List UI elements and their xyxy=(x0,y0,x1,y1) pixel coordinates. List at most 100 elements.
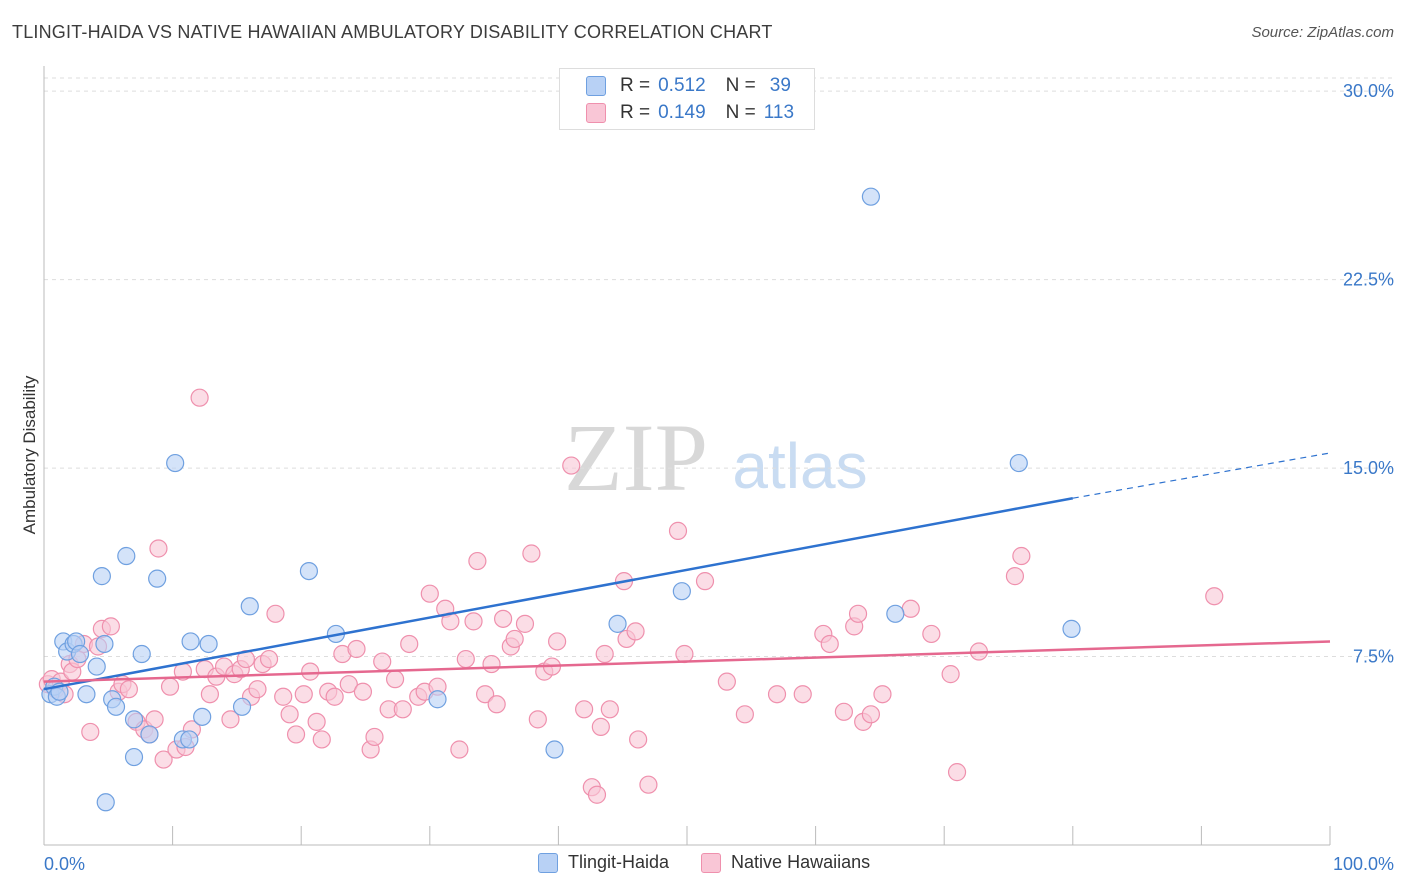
tlingit-haida-point xyxy=(1062,619,1081,638)
legend-item-native-hawaiians: Native Hawaiians xyxy=(701,852,870,873)
tlingit-haida-point xyxy=(132,644,151,664)
native-hawaiian-point xyxy=(639,775,658,794)
native-hawaiian-point xyxy=(81,722,100,742)
native-hawaiian-point xyxy=(629,730,648,749)
native-hawaiian-point xyxy=(154,750,173,769)
native-hawaiian-point xyxy=(274,687,293,706)
native-hawaiian-point xyxy=(861,705,880,724)
watermark-zip: ZIP xyxy=(564,404,708,511)
tlingit-haida-point xyxy=(96,793,115,812)
source-label: Source: ZipAtlas.com xyxy=(1251,24,1394,41)
native-hawaiian-point xyxy=(901,599,920,618)
series-tlingit-haida-points xyxy=(41,187,1081,812)
native-hawaiian-point xyxy=(101,617,120,636)
native-hawaiian-point xyxy=(600,700,619,719)
native-hawaiian-point xyxy=(767,685,787,704)
legend-swatch-blue xyxy=(586,76,606,96)
native-hawaiian-point xyxy=(587,785,607,804)
tlingit-haida-point xyxy=(608,614,627,633)
tlingit-haida-point xyxy=(124,710,144,729)
native-hawaiian-point xyxy=(468,551,487,571)
tlingit-haida-point xyxy=(299,561,319,581)
native-hawaiian-point xyxy=(312,730,331,749)
native-hawaiian-point xyxy=(675,644,694,664)
native-hawaiian-point xyxy=(464,612,483,631)
gridlines xyxy=(44,77,1392,658)
y-tick-label: 30.0% xyxy=(1343,81,1394,101)
native-hawaiian-point xyxy=(160,677,180,696)
native-hawaiian-point xyxy=(494,609,513,628)
tlingit-haida-point xyxy=(140,725,159,744)
legend-r-label: R = xyxy=(620,102,651,123)
tlingit-haida-point xyxy=(199,634,218,654)
tlingit-haida-point xyxy=(181,632,200,651)
native-hawaiian-point xyxy=(695,572,715,591)
legend-label-tlingit-haida: Tlingit-Haida xyxy=(568,852,670,872)
native-hawaiian-point xyxy=(873,685,892,704)
native-hawaiian-point xyxy=(400,634,419,654)
native-hawaiian-point xyxy=(450,740,469,759)
legend-row-native-hawaiians: R = 0.149 N = 113 xyxy=(586,102,794,124)
tlingit-haida-point xyxy=(232,697,252,716)
tlingit-haida-point xyxy=(545,740,564,759)
native-hawaiian-point xyxy=(562,456,581,475)
tlingit-haida-point xyxy=(95,634,114,654)
legend-swatch-pink xyxy=(586,103,606,123)
native-hawaiian-point xyxy=(420,584,439,603)
tlingit-haida-point xyxy=(240,597,259,616)
native-hawaiian-point xyxy=(365,727,384,747)
native-hawaiian-point xyxy=(922,624,941,644)
legend-n-value-pink: 113 xyxy=(763,102,795,123)
y-tick-label: 7.5% xyxy=(1353,647,1394,667)
native-hawaiian-point xyxy=(353,682,373,701)
y-tick-label: 15.0% xyxy=(1343,458,1394,478)
native-hawaiian-point xyxy=(221,710,240,729)
legend-n-value-blue: 39 xyxy=(769,75,791,96)
native-hawaiian-point xyxy=(735,705,754,724)
tlingit-haida-point xyxy=(166,453,185,473)
legend-row-tlingit-haida: R = 0.512 N = 39 xyxy=(586,75,791,97)
native-hawaiian-point xyxy=(1205,587,1224,606)
native-hawaiian-point xyxy=(482,654,501,674)
correlation-legend: R = 0.512 N = 39 R = 0.149 N = 113 xyxy=(559,68,815,130)
native-hawaiian-point xyxy=(248,680,267,699)
native-hawaiian-point xyxy=(487,695,506,714)
native-hawaiian-point xyxy=(475,685,495,704)
native-hawaiian-point xyxy=(575,700,594,719)
native-hawaiian-point xyxy=(548,632,567,651)
native-hawaiian-point xyxy=(456,649,475,669)
native-hawaiian-point xyxy=(717,672,736,691)
native-hawaiian-point xyxy=(286,725,306,744)
legend-r-value-blue: 0.512 xyxy=(658,75,706,96)
tlingit-haida-point xyxy=(70,644,90,664)
native-hawaiian-point xyxy=(834,702,853,721)
native-hawaiian-point xyxy=(1005,567,1025,586)
native-hawaiian-point xyxy=(266,604,285,623)
legend-r-label: R = xyxy=(620,75,651,96)
tlingit-haida-point xyxy=(180,730,199,749)
watermark-atlas: atlas xyxy=(732,430,867,502)
native-hawaiian-point xyxy=(119,680,138,699)
native-hawaiian-point xyxy=(505,629,524,649)
legend-n-label: N = xyxy=(725,75,756,96)
watermark: ZIP atlas xyxy=(564,404,868,511)
trend-lines xyxy=(43,452,1331,691)
tlingit-haida-point xyxy=(193,707,212,726)
trend-line-native-hawaiians xyxy=(43,640,1331,683)
trend-line-tlingit-haida xyxy=(43,496,1074,691)
native-hawaiian-point xyxy=(301,662,320,681)
native-hawaiian-point xyxy=(259,649,279,669)
tlingit-haida-point xyxy=(1009,453,1028,473)
x-tick-label-max: 100.0% xyxy=(1333,854,1394,874)
tlingit-haida-point xyxy=(77,685,96,704)
native-hawaiian-point xyxy=(200,685,219,704)
x-tick-label-min: 0.0% xyxy=(44,854,85,874)
tlingit-haida-point xyxy=(886,604,905,623)
native-hawaiian-point xyxy=(820,634,839,654)
native-hawaiian-point xyxy=(294,685,313,704)
tlingit-haida-point xyxy=(87,657,106,676)
chart-title: TLINGIT-HAIDA VS NATIVE HAWAIIAN AMBULAT… xyxy=(12,22,773,42)
native-hawaiian-point xyxy=(522,544,541,563)
legend-swatch-tlingit-haida xyxy=(538,852,558,873)
